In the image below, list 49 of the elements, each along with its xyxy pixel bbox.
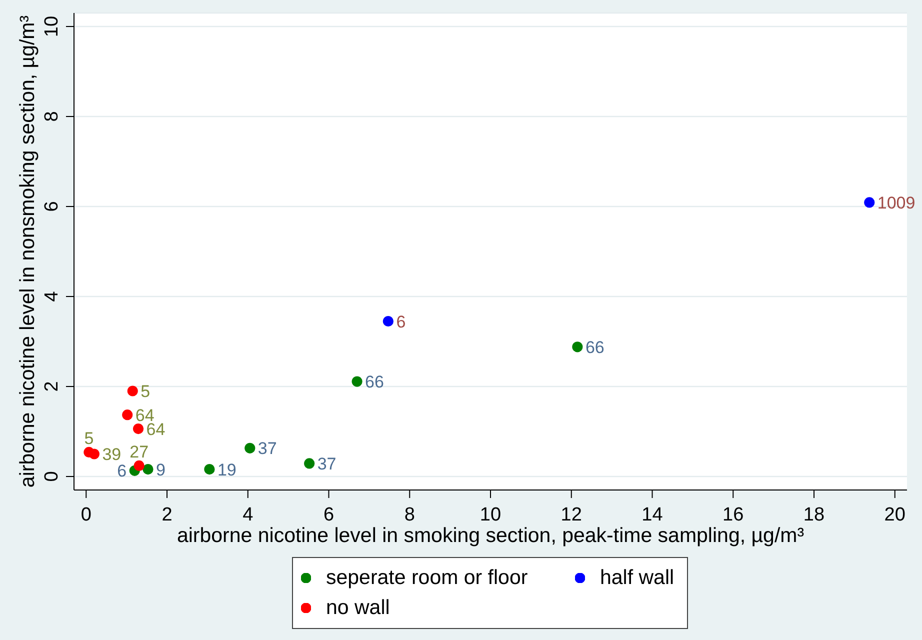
x-tick-label: 6	[323, 504, 334, 526]
point	[127, 386, 138, 396]
point	[572, 342, 583, 352]
y-tick-label: 4	[42, 290, 62, 302]
x-tick-label: 10	[480, 504, 502, 526]
x-tick-label: 16	[722, 504, 744, 526]
y-tick-label: 10	[42, 16, 62, 38]
annotation: 37	[258, 438, 277, 458]
point	[134, 460, 144, 471]
annotation: 27	[130, 442, 149, 462]
point	[352, 376, 362, 387]
point	[88, 448, 100, 460]
annotation: 5	[84, 428, 94, 448]
annotation: 9	[156, 460, 166, 479]
legend-label: half wall	[600, 566, 674, 590]
annotation: 37	[317, 454, 336, 473]
annotation: 6	[396, 312, 406, 331]
y-tick-label: 0	[42, 471, 62, 482]
point	[204, 464, 215, 475]
x-tick-label: 4	[242, 504, 254, 526]
annotation: 66	[585, 337, 604, 356]
x-tick-label: 20	[884, 504, 906, 526]
point	[304, 458, 315, 469]
annotation: 64	[135, 405, 154, 424]
x-axis-title: airborne nicotine level in smoking section, peak-time sampling, µg/m³	[176, 524, 804, 547]
x-tick-label: 12	[560, 504, 582, 526]
x-tick-label: 0	[80, 504, 92, 526]
point	[382, 316, 394, 327]
y-tick-label: 6	[42, 201, 62, 212]
legend-label: seperate room or floor	[326, 566, 528, 590]
y-axis-title: airborne nicotine level in nonsmoking section, µg/m³	[16, 15, 38, 488]
point	[122, 410, 133, 420]
point	[244, 442, 256, 454]
x-tick-label: 2	[162, 504, 172, 526]
x-tick-label: 14	[642, 504, 664, 526]
point	[142, 464, 154, 475]
annotation: 66	[365, 372, 384, 392]
x-tick-label: 18	[803, 504, 825, 526]
y-tick-label: 2	[42, 381, 62, 392]
annotation: 1009	[877, 192, 916, 212]
x-tick-label: 8	[404, 504, 415, 526]
point	[132, 424, 144, 434]
annotation: 5	[140, 382, 150, 400]
annotation: 39	[102, 444, 122, 464]
annotation: 19	[217, 460, 236, 479]
annotation: 6	[117, 461, 127, 480]
legend-label: no wall	[326, 596, 390, 620]
y-tick-label: 8	[42, 111, 62, 122]
point	[864, 197, 875, 208]
